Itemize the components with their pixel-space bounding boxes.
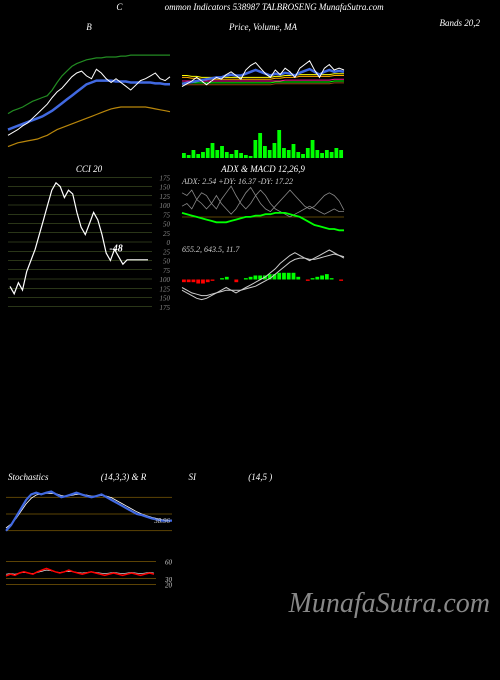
panel-bollinger: B bbox=[4, 20, 174, 160]
panel-price-ma: Price, Volume, MA bbox=[178, 20, 348, 160]
svg-text:175: 175 bbox=[160, 174, 171, 182]
cci-title: CCI 20 bbox=[76, 164, 102, 174]
svg-text:-48: -48 bbox=[109, 244, 122, 255]
svg-text:655.2, 643.5, 11.7: 655.2, 643.5, 11.7 bbox=[182, 245, 240, 254]
chart-rsi: 603020 bbox=[4, 548, 174, 598]
svg-text:75: 75 bbox=[163, 211, 171, 219]
svg-text:ADX: 2.54 +DY: 16.37 -DY: 17.: ADX: 2.54 +DY: 16.37 -DY: 17.22 bbox=[181, 177, 293, 186]
svg-text:25: 25 bbox=[163, 248, 171, 256]
chart-price-ma bbox=[178, 20, 348, 160]
svg-text:38.96: 38.96 bbox=[153, 517, 170, 525]
stoch-title-row: Stochastics (14,3,3) & R SI (14,5 ) bbox=[0, 472, 500, 482]
svg-text:60: 60 bbox=[165, 559, 173, 567]
svg-text:50: 50 bbox=[163, 258, 171, 266]
panel-rsi: 603020 bbox=[4, 548, 174, 598]
chart-cci: 1751501251007550250255075100125150175-48 bbox=[4, 162, 174, 322]
svg-text:75: 75 bbox=[163, 267, 171, 275]
chart-bollinger bbox=[4, 20, 174, 160]
bollinger-title: B bbox=[86, 22, 92, 32]
stoch-title-right: (14,5 ) bbox=[248, 472, 272, 482]
header-center: ommon Indicators 538987 TALBROSENG Munaf… bbox=[165, 2, 384, 12]
adx-title: ADX & MACD 12,26,9 bbox=[221, 164, 305, 174]
panel-stoch: 38.96 bbox=[4, 484, 174, 544]
panel-adx: ADX & MACD 12,26,9 ADX: 2.54 +DY: 16.37 … bbox=[178, 162, 348, 240]
svg-text:175: 175 bbox=[160, 304, 171, 312]
svg-text:125: 125 bbox=[160, 285, 171, 293]
svg-text:0: 0 bbox=[167, 239, 171, 247]
svg-text:125: 125 bbox=[160, 193, 171, 201]
bands-title: Bands 20,2 bbox=[440, 18, 481, 28]
header-left: C bbox=[116, 2, 122, 12]
svg-text:100: 100 bbox=[160, 276, 171, 284]
svg-text:150: 150 bbox=[160, 184, 171, 192]
stoch-title-si: SI bbox=[189, 472, 197, 482]
panel-macd: 655.2, 643.5, 11.7 bbox=[178, 242, 348, 320]
panel-cci: CCI 20 175150125100755025025507510012515… bbox=[4, 162, 174, 322]
price-ma-title: Price, Volume, MA bbox=[229, 22, 297, 32]
svg-text:25: 25 bbox=[163, 230, 171, 238]
stoch-title-left: Stochastics bbox=[8, 472, 49, 482]
svg-text:150: 150 bbox=[160, 295, 171, 303]
chart-stoch: 38.96 bbox=[4, 484, 174, 544]
svg-text:20: 20 bbox=[165, 582, 173, 590]
page-header: C ommon Indicators 538987 TALBROSENG Mun… bbox=[0, 0, 500, 14]
chart-macd: 655.2, 643.5, 11.7 bbox=[178, 242, 348, 320]
stoch-title-mid: (14,3,3) & R bbox=[101, 472, 147, 482]
svg-text:100: 100 bbox=[160, 202, 171, 210]
svg-text:50: 50 bbox=[163, 221, 171, 229]
